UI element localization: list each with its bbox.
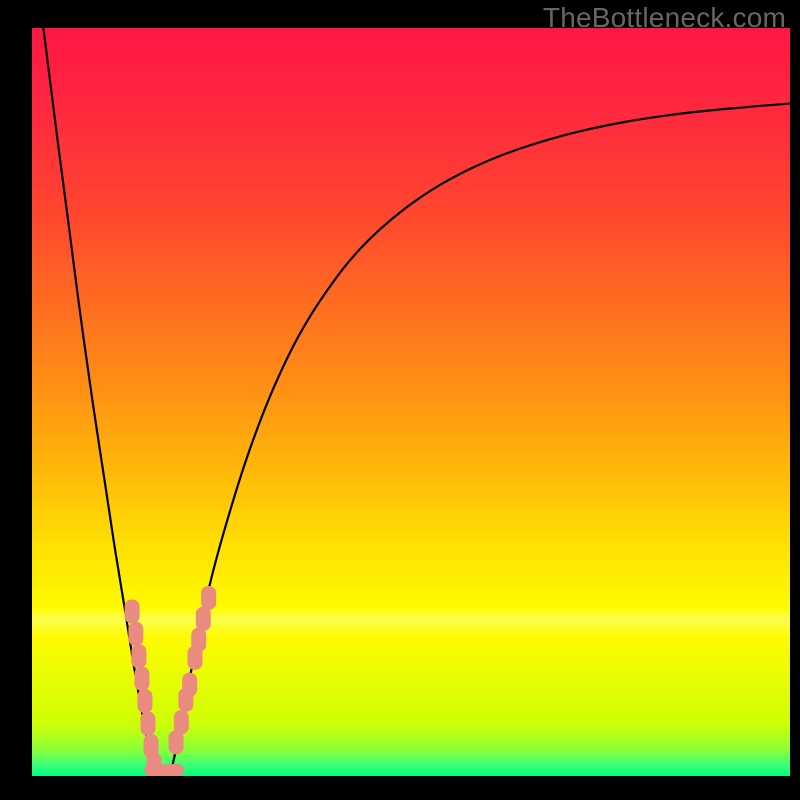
plot-area <box>32 28 790 776</box>
gradient-background <box>32 28 790 776</box>
watermark-text: TheBottleneck.com <box>543 2 786 34</box>
stage: TheBottleneck.com <box>0 0 800 800</box>
